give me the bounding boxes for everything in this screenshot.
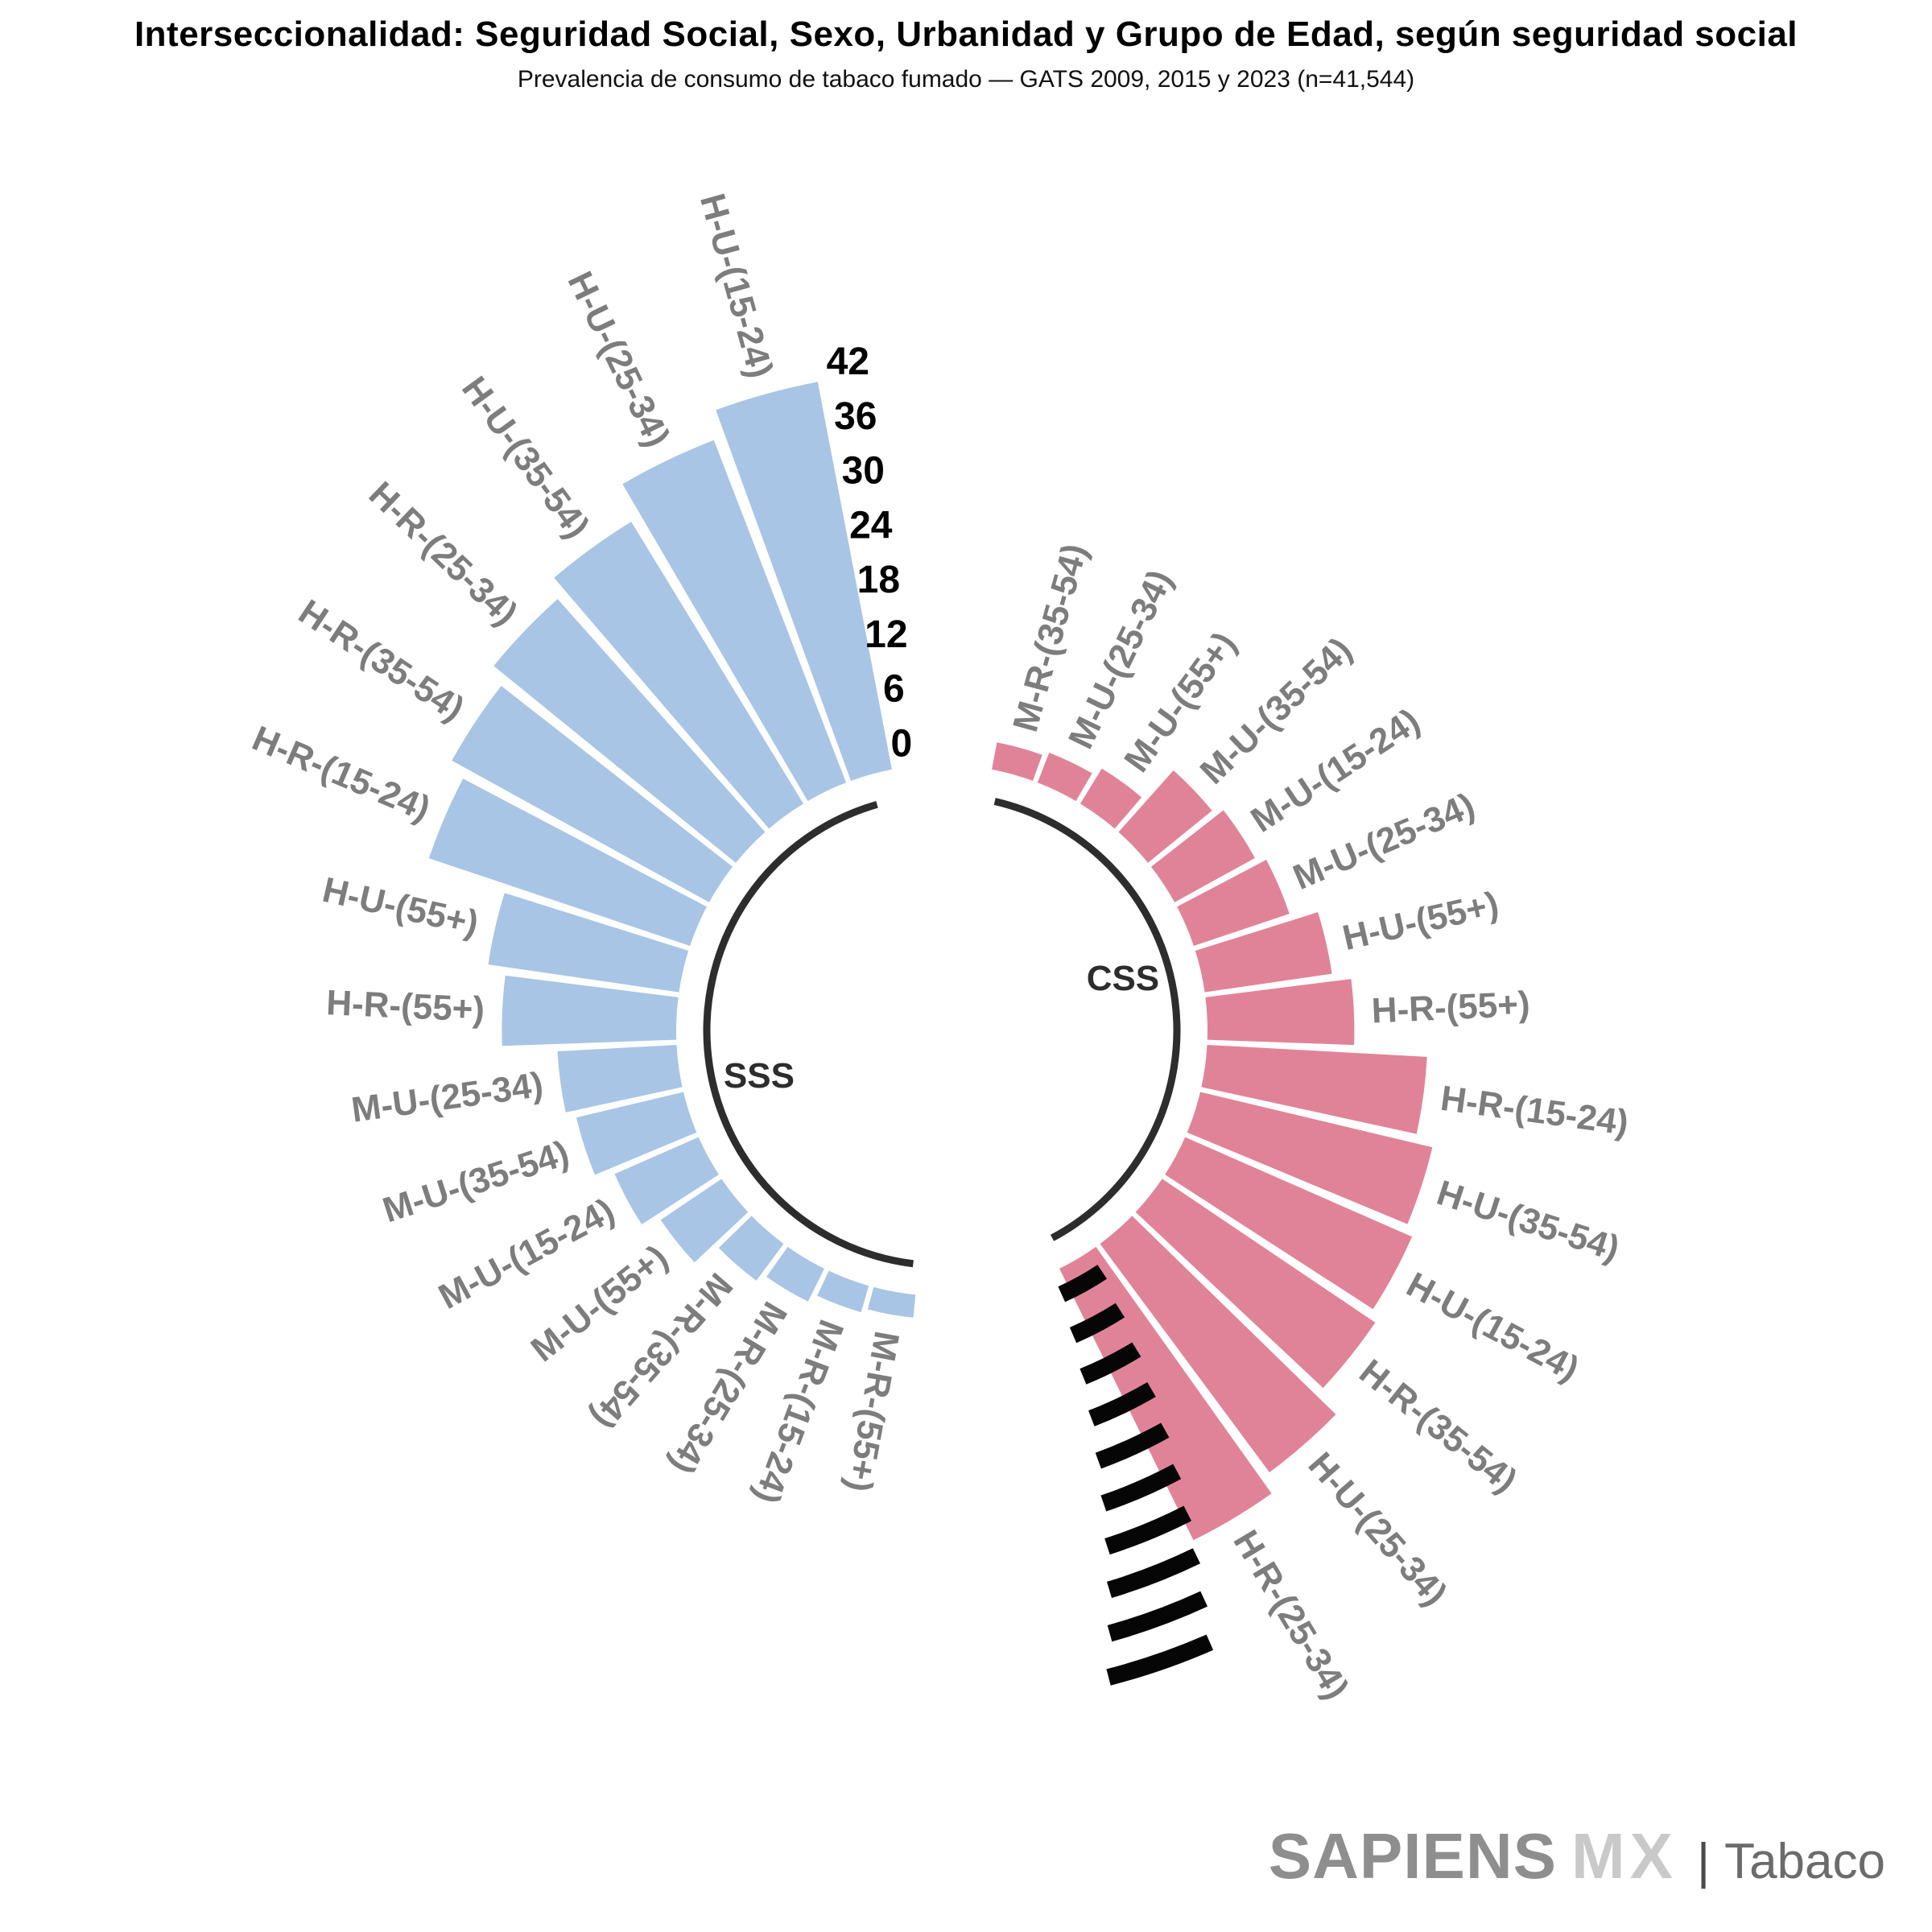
brand-secondary-text: MX [1571,1820,1678,1892]
bar-css-M-U-(35-54) [1118,770,1212,863]
chart-header: Interseccionalidad: Seguridad Social, Se… [0,14,1932,93]
radial-axis-tick-36: 36 [834,395,877,438]
bar-category-label: H-U-(55+) [319,870,482,944]
chart-title: Interseccionalidad: Seguridad Social, Se… [134,14,1798,54]
gap-scale-dash [1106,1548,1200,1599]
bar-category-label: H-R-(25-34) [1225,1524,1356,1707]
bar-category-label: H-U-(35-54) [454,369,597,546]
radial-axis-tick-24: 24 [849,504,893,547]
bar-sss-M-U-(25-34) [557,1044,683,1113]
bar-category-label: H-R-(35-54) [291,592,471,729]
bar-sss-H-U-(15-24) [716,382,892,781]
gap-scale-dash [1058,1265,1108,1302]
bar-category-label: H-U-(15-24) [1400,1265,1585,1389]
sss-group-arc [703,800,914,1268]
gap-scale-dash [1080,1342,1141,1385]
bar-sss-M-R-(55+) [867,1286,916,1318]
bar-sss-M-R-(25-34) [766,1246,824,1302]
bar-sss-H-U-(25-34) [622,440,847,802]
radial-axis-tick-30: 30 [842,450,885,493]
bar-css-H-R-(55+) [1205,979,1355,1046]
brand-separator: | [1696,1834,1711,1889]
bar-category-label: H-U-(25-34) [559,266,677,453]
radial-axis-tick-0: 0 [891,722,913,765]
bar-css-H-U-(35-54) [1187,1092,1433,1224]
brand-product-text: Tabaco [1724,1834,1885,1889]
gap-scale-dash [1100,1463,1182,1512]
brand-logo: SAPIENS MX | Tabaco [1269,1819,1885,1893]
bar-css-M-U-(15-24) [1150,810,1255,902]
bar-css-M-R-(35-54) [992,742,1042,781]
bar-sss-H-U-(35-54) [554,522,804,829]
bar-css-H-R-(15-24) [1201,1044,1427,1134]
gap-scale-dash [1106,1634,1214,1686]
bar-sss-H-R-(25-34) [493,599,766,863]
bar-sss-H-R-(35-54) [452,686,733,902]
bar-sss-M-R-(15-24) [817,1270,869,1313]
bar-category-label: H-U-(15-24) [692,189,781,382]
group-label-css: CSS [1087,959,1159,998]
bar-css-H-R-(35-54) [1135,1179,1376,1389]
bar-category-label: H-R-(15-24) [246,718,436,828]
bar-css-M-U-(25-34) [1177,860,1290,947]
bar-category-label: H-R-(25-34) [361,474,526,634]
bar-category-label: H-R-(55+) [325,983,485,1030]
bar-css-H-U-(55+) [1195,912,1332,993]
brand-primary-text: SAPIENS [1268,1820,1557,1892]
bar-category-label: H-R-(35-54) [1352,1352,1524,1501]
bar-sss-M-U-(15-24) [614,1137,719,1225]
gap-scale-dash [1088,1382,1156,1426]
bar-category-label: M-U-(25-34) [349,1065,546,1130]
bar-category-label: H-R-(15-24) [1439,1079,1631,1143]
gap-scale-dash [1069,1302,1125,1344]
bar-category-label: H-U-(35-54) [1432,1173,1624,1269]
group-label-sss: SSS [724,1056,795,1096]
bar-category-label: M-R-(55+) [839,1328,906,1495]
bar-sss-H-U-(55+) [488,893,689,993]
bar-sss-H-R-(15-24) [428,778,707,947]
bar-sss-M-U-(55+) [660,1179,749,1263]
bar-sss-M-R-(35-54) [718,1216,784,1281]
radial-axis-tick-6: 6 [883,668,905,711]
bar-category-label: H-U-(25-34) [1301,1445,1455,1613]
bar-category-label: H-U-(55+) [1339,885,1502,959]
radial-axis-tick-18: 18 [857,559,900,601]
gap-scale-dash [1107,1591,1208,1642]
bar-sss-M-U-(35-54) [576,1092,697,1175]
bar-category-label: H-R-(55+) [1371,985,1531,1031]
chart-subtitle: Prevalencia de consumo de tabaco fumado … [517,66,1415,93]
bar-css-M-U-(55+) [1080,768,1142,829]
gap-scale-dash [1104,1505,1192,1555]
bar-css-H-U-(15-24) [1165,1137,1413,1310]
bar-sss-H-R-(55+) [502,975,679,1046]
css-group-arc [993,798,1181,1241]
radial-axis-tick-42: 42 [827,341,869,383]
gap-scale-dash [1095,1422,1170,1469]
bar-css-M-U-(25-34) [1037,752,1092,802]
radial-axis-tick-12: 12 [865,613,907,656]
bar-css-H-U-(25-34) [1100,1216,1336,1473]
bar-category-label: M-U-(35-54) [378,1133,574,1231]
